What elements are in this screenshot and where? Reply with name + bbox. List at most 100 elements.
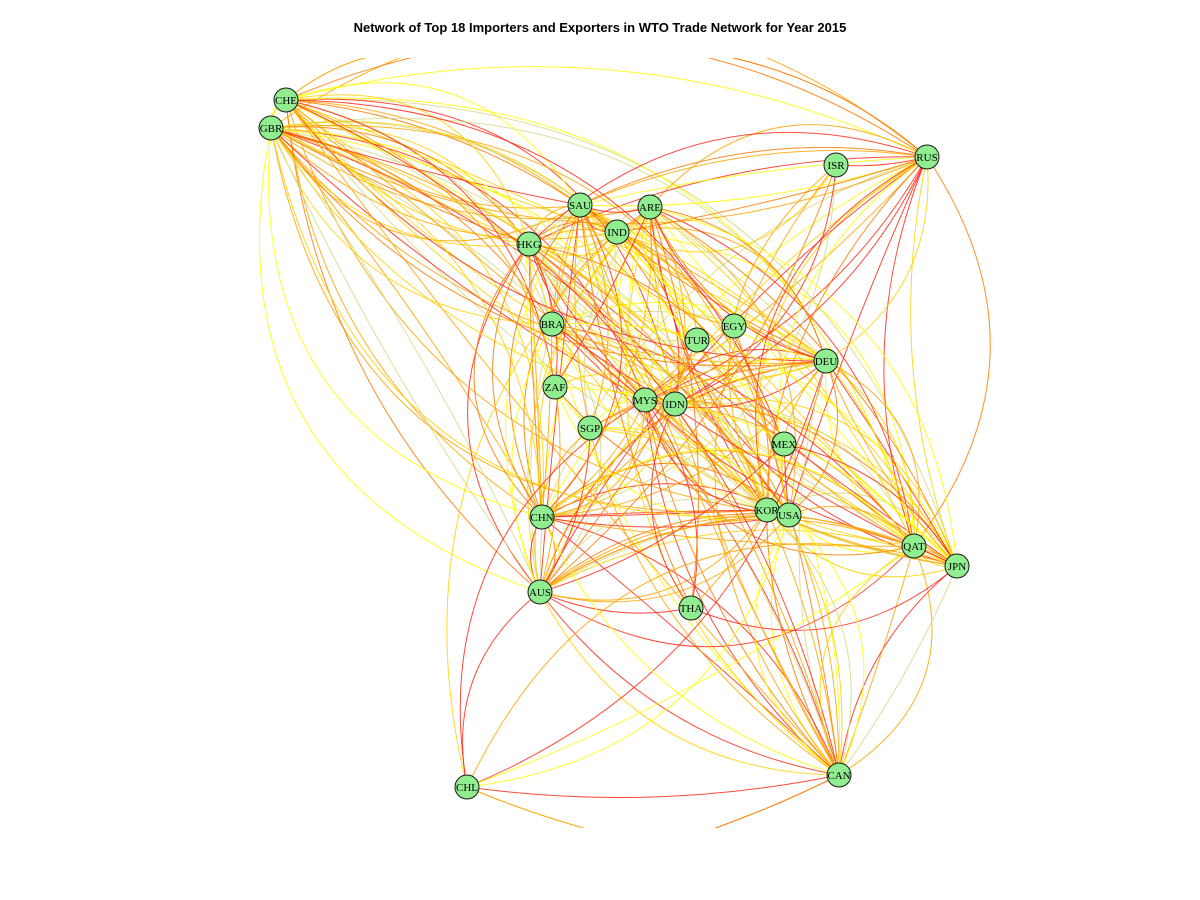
trade-edge-mex-che (285, 99, 785, 445)
node-circle (273, 87, 299, 113)
trade-edge-isr-idn (674, 164, 837, 405)
trade-edge-kor-aus (539, 498, 768, 593)
trade-edge-rus-che (285, 66, 928, 158)
trade-edge-rus-can (766, 156, 928, 776)
trade-edge-deu-rus (825, 156, 929, 362)
node-label: TUR (686, 335, 709, 347)
trade-edge-gbr-ind (270, 120, 618, 233)
node-chn: CHN (529, 504, 555, 530)
trade-edge-usa-deu (788, 360, 838, 516)
trade-edge-tha-mys (644, 399, 698, 609)
node-circle (577, 415, 603, 441)
trade-edge-gbr-can (270, 127, 840, 776)
trade-edge-deu-qat (825, 360, 920, 547)
trade-edge-chl-usa (466, 514, 790, 788)
trade-edge-tha-idn (650, 403, 692, 609)
trade-edge-egy-sau (579, 204, 735, 327)
trade-edge-che-rus (285, 58, 928, 158)
trade-edge-tur-gbr (270, 127, 698, 341)
node-circle (813, 348, 839, 374)
trade-edge-jpn-bra (551, 322, 958, 567)
node-label: SGP (580, 423, 600, 435)
node-sau: SAU (567, 192, 593, 218)
node-usa: USA (776, 502, 802, 528)
node-circle (454, 774, 480, 800)
trade-edge-gbr-rus (270, 58, 928, 158)
trade-edge-are-mys (618, 206, 651, 401)
trade-edge-gbr-sau (270, 127, 581, 206)
trade-edge-bra-che (285, 99, 553, 325)
trade-edge-bra-gbr (270, 127, 553, 325)
trade-edge-qat-chn (541, 450, 915, 547)
trade-edge-qat-are (649, 206, 915, 547)
trade-edge-are-deu (649, 206, 827, 362)
trade-edge-chl-can (466, 774, 840, 799)
trade-edge-deu-che (285, 99, 827, 362)
trade-edge-sau-rus (579, 156, 928, 207)
trade-edge-usa-aus (539, 514, 790, 603)
trade-edge-sau-che (285, 82, 581, 206)
node-egy: EGY (721, 313, 747, 339)
trade-edge-ind-deu (616, 231, 827, 362)
trade-edge-can-idn (674, 403, 840, 776)
trade-edge-aus-bra (511, 323, 553, 593)
node-circle (771, 431, 797, 457)
trade-edge-mys-chn (541, 399, 646, 518)
trade-edge-chn-hkg (492, 243, 543, 518)
node-label: CAN (827, 770, 850, 782)
trade-edge-aus-gbr (270, 127, 541, 593)
trade-edge-rus-idn (674, 156, 928, 405)
node-label: CHE (275, 95, 297, 107)
node-circle (637, 194, 663, 220)
trade-edge-gbr-aus (259, 127, 541, 593)
node-circle (901, 533, 927, 559)
trade-edge-offscreen (285, 58, 367, 101)
node-zaf: ZAF (542, 374, 568, 400)
node-label: USA (778, 510, 800, 522)
trade-edge-sgp-usa (589, 426, 790, 516)
trade-edge-kor-aus (539, 509, 768, 593)
node-label: HKG (517, 239, 541, 251)
node-circle (662, 391, 688, 417)
node-bra: BRA (539, 311, 565, 337)
trade-edge-idn-gbr (270, 127, 676, 405)
node-tha: THA (678, 595, 704, 621)
trade-edge-deu-jpn (825, 360, 958, 567)
node-mys: MYS (632, 387, 658, 413)
trade-edge-offscreen (731, 58, 928, 158)
trade-edge-aus-usa (539, 513, 790, 593)
trade-edge-ind-qat (616, 231, 915, 547)
trade-edge-can-usa (788, 514, 865, 776)
trade-edge-qat-rus (913, 156, 991, 547)
node-circle (944, 553, 970, 579)
trade-edge-rus-sau (579, 150, 928, 206)
trade-edge-qat-mys (644, 399, 915, 556)
node-circle (542, 374, 568, 400)
trade-edge-are-deu (649, 206, 827, 362)
node-layer: CHE GBR RUS ISR SAU ARE IND HKG BRA EGY TUR DEU ZAF M… (258, 87, 970, 800)
trade-edge-rus-aus (539, 156, 928, 593)
node-mex: MEX (771, 431, 797, 457)
trade-edge-gbr-bra (270, 127, 553, 325)
trade-edge-deu-ind (616, 231, 827, 362)
node-label: SAU (569, 200, 591, 212)
node-kor: KOR (754, 497, 780, 523)
trade-edge-can-deu (798, 360, 840, 776)
trade-edge-che-chn (285, 99, 543, 518)
trade-edge-can-sau (579, 204, 840, 776)
trade-edge-mys-gbr (270, 127, 646, 401)
node-label: IDN (665, 399, 685, 411)
node-circle (529, 504, 555, 530)
node-label: ZAF (545, 382, 566, 394)
trade-edge-sau-usa (579, 204, 790, 516)
node-circle (823, 152, 849, 178)
node-circle (527, 579, 553, 605)
node-circle (516, 231, 542, 257)
trade-edge-rus-are (649, 124, 928, 208)
trade-edge-can-chn (541, 516, 840, 776)
trade-edge-qat-chn (541, 448, 915, 547)
trade-edge-che-sau (285, 99, 581, 206)
node-aus: AUS (527, 579, 553, 605)
node-che: CHE (273, 87, 299, 113)
